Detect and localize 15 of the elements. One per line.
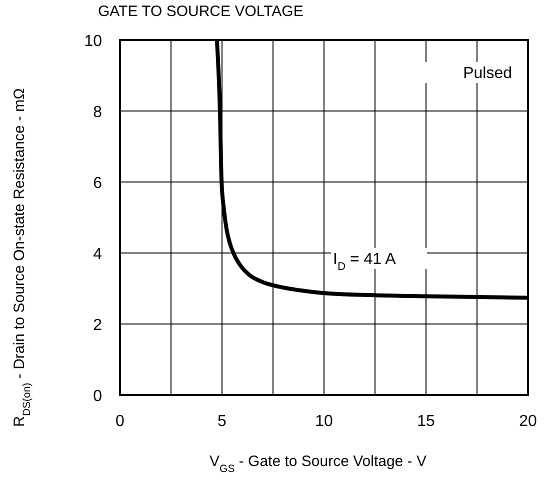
y-tick-label: 6 <box>93 175 102 192</box>
chart-title: GATE TO SOURCE VOLTAGE <box>98 3 304 20</box>
x-tick-label: 10 <box>315 413 333 430</box>
annotation: I$_{D}$ = 41 A <box>333 251 396 273</box>
y-tick-label: 10 <box>84 33 102 50</box>
x-axis-title: V$_{GS}$ - Gate to Source Voltage - V <box>210 453 426 475</box>
y-tick-label: 0 <box>93 388 102 405</box>
x-tick-label: 5 <box>218 413 227 430</box>
y-tick-label: 8 <box>93 104 102 121</box>
x-tick-label: 20 <box>519 413 537 430</box>
x-tick-label: 15 <box>417 413 435 430</box>
annotation: Pulsed <box>463 65 512 82</box>
y-tick-label: 2 <box>93 317 102 334</box>
x-tick-label: 0 <box>116 413 125 430</box>
y-tick-label: 4 <box>93 246 102 263</box>
